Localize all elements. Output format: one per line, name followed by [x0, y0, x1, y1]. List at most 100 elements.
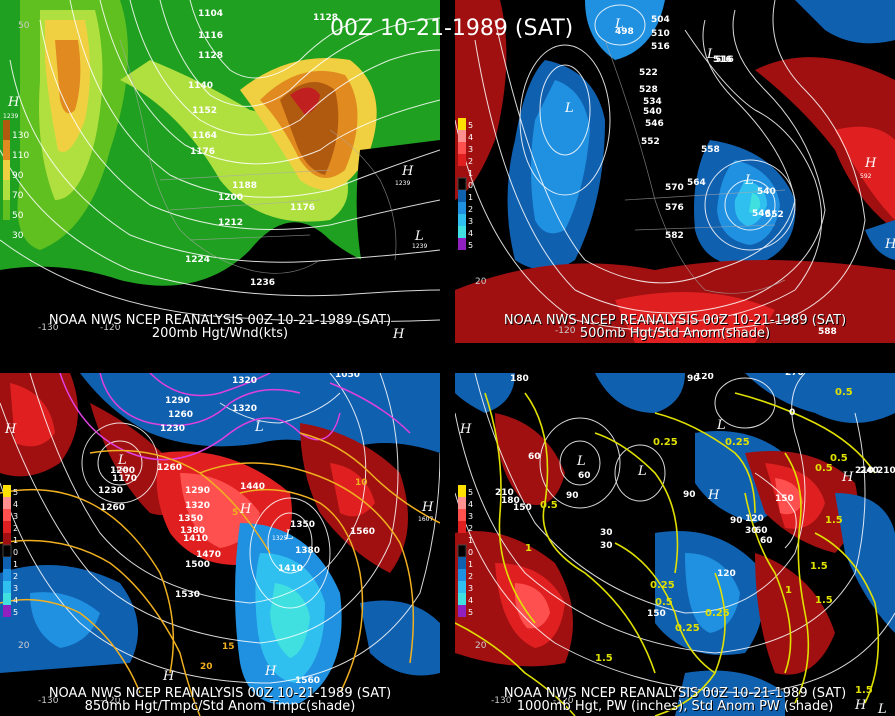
lon-label: -130 — [491, 696, 512, 706]
legend-label: 2 — [468, 157, 473, 166]
center-value: 1239 — [395, 180, 410, 187]
contour-label: 1530 — [175, 590, 200, 600]
low-center: L — [254, 420, 264, 435]
temp-label: 15 — [222, 642, 235, 652]
legend-label: 2 — [468, 524, 473, 533]
contour-label: 552 — [765, 210, 784, 220]
panel-caption: NOAA NWS NCEP REANALYSIS 00Z 10-21-1989 … — [48, 313, 392, 328]
contour-label: 210 — [877, 466, 895, 476]
contour-label: 210 — [855, 466, 874, 476]
contour-label: 1200 — [110, 466, 135, 476]
legend-label: 0 — [13, 548, 18, 557]
pw-label: 1.5 — [825, 515, 843, 526]
legend-label: 30 — [12, 231, 24, 241]
panel-caption: NOAA NWS NCEP REANALYSIS 00Z 10-21-1989 … — [48, 686, 392, 701]
map-500mb: 20 -120 504 510 516 516 522 528 534 540 … — [455, 0, 895, 343]
high-center: H — [162, 669, 175, 684]
contour-label: 1230 — [160, 424, 185, 434]
contour-label: 522 — [639, 68, 658, 78]
high-center: H — [884, 237, 895, 252]
high-center: H — [707, 488, 720, 503]
map-1000mb: 20 -130 -120 180 90 120 270 60 0 210 180… — [455, 373, 895, 716]
contour-label: 1320 — [185, 501, 210, 511]
contour-label: 1236 — [250, 278, 275, 288]
pw-label: 0.25 — [705, 608, 730, 619]
legend-label: 1 — [13, 560, 18, 569]
contour-label: 1500 — [185, 560, 210, 570]
panel-1000mb: 20 -130 -120 180 90 120 270 60 0 210 180… — [455, 373, 895, 716]
contour-label: 558 — [701, 145, 720, 155]
legend-label: 3 — [468, 512, 473, 521]
lat-label: 50 — [18, 21, 30, 31]
contour-label: 576 — [665, 203, 684, 213]
legend-label: 2 — [13, 524, 18, 533]
map-850mb: 20 -130 -120 1320 1290 1260 1230 1200 11… — [0, 373, 440, 716]
contour-label: 546 — [752, 209, 771, 219]
high-center: H — [421, 500, 434, 515]
center-value: 1325 — [272, 535, 287, 542]
contour-label: 60 — [578, 471, 591, 481]
legend-label: 90 — [12, 171, 24, 181]
low-center: L — [716, 418, 726, 433]
pw-label: 1 — [525, 543, 532, 554]
contour-label: 1350 — [178, 514, 203, 524]
center-value: 1239 — [3, 113, 18, 120]
legend-label: 3 — [468, 584, 473, 593]
contour-label: 90 — [687, 374, 700, 384]
legend-label: 4 — [13, 596, 18, 605]
contour-label: 1230 — [98, 486, 123, 496]
legend-label: 5 — [13, 488, 18, 497]
contour-label: 1140 — [188, 81, 213, 91]
low-center: L — [284, 528, 294, 543]
contour-label: 1188 — [232, 181, 257, 191]
contour-label: 1380 — [180, 526, 205, 536]
contour-label: 1290 — [165, 396, 190, 406]
legend-label: 110 — [12, 151, 29, 161]
pw-label: 0.25 — [675, 623, 700, 634]
pw-label: 0.25 — [725, 437, 750, 448]
contour-label: 588 — [818, 327, 837, 337]
contour-label: 150 — [775, 494, 794, 504]
high-center: H — [841, 470, 854, 485]
contour-label: 270 — [785, 373, 804, 378]
color-legend: 5 4 3 2 1 0 1 2 3 4 5 — [2, 485, 18, 617]
contour-label: 1260 — [168, 410, 193, 420]
contour-label: 570 — [665, 183, 684, 193]
contour-label: 516 — [715, 55, 734, 65]
high-center: H — [392, 327, 405, 342]
low-center: L — [637, 464, 647, 479]
contour-label: 150 — [513, 503, 532, 513]
contour-label: 1200 — [218, 193, 243, 203]
contour-label: 60 — [528, 452, 541, 462]
contour-label: 1224 — [185, 255, 210, 265]
color-legend: 5 4 3 2 1 0 1 2 3 4 5 — [457, 118, 473, 250]
center-value: 1155 — [112, 466, 127, 473]
panel-500mb: 20 -120 504 510 516 516 522 528 534 540 … — [455, 0, 895, 343]
contour-label: 516 — [713, 55, 732, 65]
contour-label: 1260 — [157, 463, 182, 473]
contour-label: 150 — [647, 609, 666, 619]
center-value: 1607 — [418, 516, 433, 523]
center-value: 1239 — [412, 243, 427, 250]
pw-label: 0.5 — [835, 387, 853, 398]
temp-label: 10 — [355, 478, 368, 488]
contour-label: 1116 — [198, 31, 223, 41]
contour-label: 1176 — [290, 203, 315, 213]
panel-caption: NOAA NWS NCEP REANALYSIS 00Z 10-21-1989 … — [503, 686, 847, 701]
contour-label: 1104 — [198, 9, 223, 19]
legend-label: 1 — [468, 536, 473, 545]
pw-label: 0.5 — [540, 500, 558, 511]
lon-label: -120 — [555, 326, 576, 336]
legend-label: 5 — [468, 241, 473, 250]
legend-label: 3 — [13, 512, 18, 521]
legend-label: 1 — [468, 193, 473, 202]
panel-200mb: 50 -130 -120 1104 1116 1128 1140 1152 11… — [0, 0, 440, 343]
contour-label: 1410 — [278, 564, 303, 574]
legend-label: 4 — [13, 500, 18, 509]
contour-label: 1170 — [112, 474, 137, 484]
contour-label: 240 — [860, 466, 879, 476]
legend-label: 4 — [468, 229, 473, 238]
contour-label: 180 — [501, 496, 520, 506]
lon-label: -120 — [100, 323, 121, 333]
low-center: L — [744, 173, 754, 188]
